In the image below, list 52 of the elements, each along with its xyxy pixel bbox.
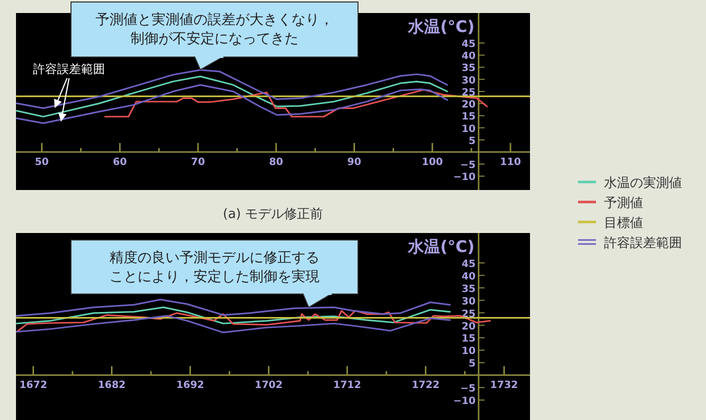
x-tick-label: 1712 xyxy=(333,380,362,392)
legend-label: 許容誤差範囲 xyxy=(604,235,682,251)
x-tick-label: 80 xyxy=(269,156,284,168)
y-tick-label: 10 xyxy=(462,124,476,135)
x-tick-label: 60 xyxy=(112,156,127,168)
annotation: 予測値と実測値の誤差が大きくなり，制御が不安定になってきた xyxy=(96,12,334,47)
y-tick-label: 35 xyxy=(462,284,476,295)
legend-label: 予測値 xyxy=(604,196,643,211)
y-axis-title: 水温(°C) xyxy=(407,237,475,256)
line-series xyxy=(16,314,451,334)
legend-label: 水温の実測値 xyxy=(604,175,682,191)
x-tick-label: 110 xyxy=(500,156,521,168)
y-axis-title: 水温(°C) xyxy=(407,17,475,36)
y-tick-label: 45 xyxy=(462,39,476,50)
line-series xyxy=(16,310,491,333)
x-tick-label: 100 xyxy=(422,156,443,168)
y-tick-label: 25 xyxy=(462,308,476,320)
x-tick-label: 1702 xyxy=(254,380,283,392)
text: (a) モデル修正前 xyxy=(222,207,324,222)
legend-label: 目標値 xyxy=(604,216,643,231)
x-tick-label: 1722 xyxy=(412,380,440,392)
y-tick-label: 30 xyxy=(462,75,476,86)
annotation: 精度の良い予測モデルに修正することにより，安定した制御を実現 xyxy=(110,250,320,285)
line-series xyxy=(16,84,448,124)
y-tick-label: 5 xyxy=(468,358,476,370)
x-tick-label: 90 xyxy=(347,156,362,168)
y-tick-label: 20 xyxy=(462,321,476,332)
y-tick-label: 40 xyxy=(462,271,476,282)
annotation: 許容誤差範囲 xyxy=(33,62,106,76)
x-tick-label: 70 xyxy=(191,156,206,168)
x-tick-label: 1732 xyxy=(490,380,518,392)
line-series xyxy=(16,306,451,324)
y-tick-label: 5 xyxy=(468,136,476,147)
x-tick-label: 1692 xyxy=(176,380,204,392)
line-series xyxy=(16,298,451,317)
y-tick-label: −10 xyxy=(453,396,476,408)
x-tick-label: 1682 xyxy=(98,380,126,392)
line-series xyxy=(16,76,448,118)
y-tick-label: 25 xyxy=(462,87,476,98)
x-tick-label: 1672 xyxy=(19,380,48,392)
y-tick-label: 20 xyxy=(462,100,476,111)
x-tick-label: 50 xyxy=(34,156,49,168)
y-tick-label: 10 xyxy=(462,346,476,358)
y-tick-label: 45 xyxy=(462,258,476,270)
y-tick-label: −10 xyxy=(453,172,476,184)
y-tick-label: 40 xyxy=(462,51,476,62)
y-tick-label: −5 xyxy=(460,160,476,172)
y-tick-label: 15 xyxy=(462,112,476,123)
y-tick-label: 35 xyxy=(462,63,476,74)
y-tick-label: 30 xyxy=(462,296,476,308)
y-tick-label: 15 xyxy=(462,334,476,345)
y-tick-label: −5 xyxy=(460,384,476,395)
